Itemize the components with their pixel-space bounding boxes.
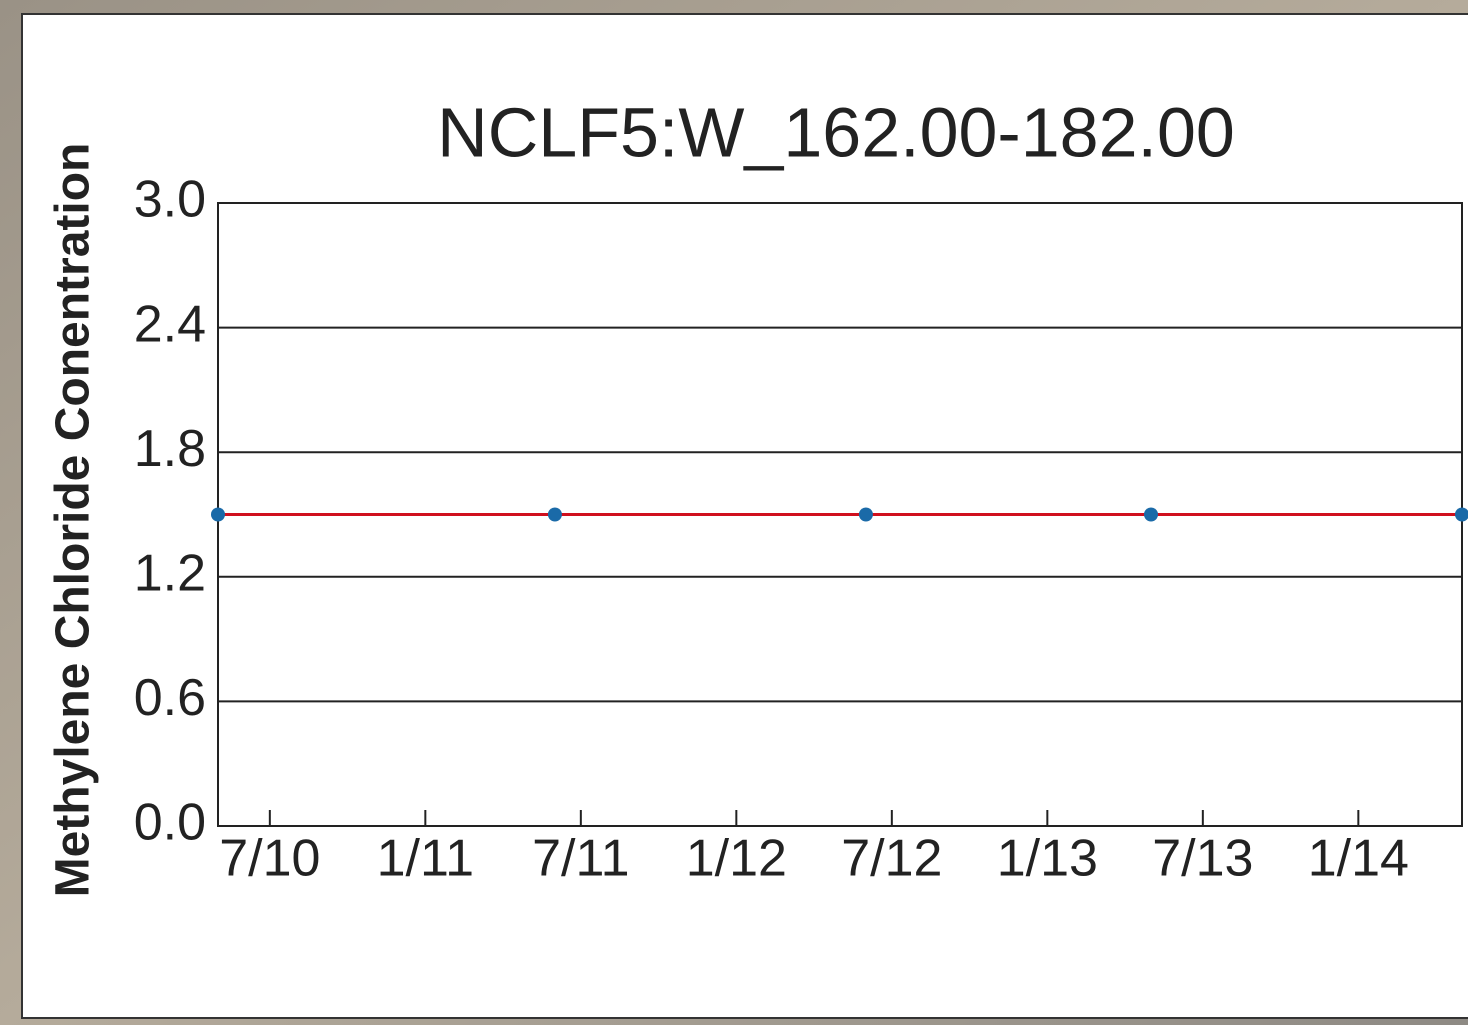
x-tick-label: 1/13 [997, 830, 1098, 888]
x-tick-label: 1/12 [686, 830, 787, 888]
data-point [1144, 507, 1158, 522]
y-tick-label: 3.0 [134, 171, 206, 229]
y-tick-label: 1.8 [134, 420, 206, 478]
x-tick-label: 7/11 [532, 830, 629, 888]
y-tick-label: 0.6 [134, 669, 206, 727]
chart-title: NCLF5:W_162.00-182.00 [437, 93, 1235, 171]
data-point [1455, 507, 1468, 522]
y-tick-label: 1.2 [134, 545, 206, 603]
x-tick-label: 7/10 [219, 830, 320, 888]
data-point [858, 507, 873, 522]
y-tick-label: 2.4 [134, 295, 206, 353]
data-point [211, 507, 225, 522]
x-tick-label: 7/12 [841, 830, 942, 888]
y-axis-label: Methylene Chloride Conentration [47, 143, 100, 898]
x-tick-label: 1/14 [1308, 830, 1409, 888]
data-point [547, 507, 562, 522]
x-tick-label: 1/11 [377, 830, 474, 888]
x-tick-label: 7/13 [1152, 830, 1253, 888]
y-tick-label: 0.0 [134, 794, 206, 852]
